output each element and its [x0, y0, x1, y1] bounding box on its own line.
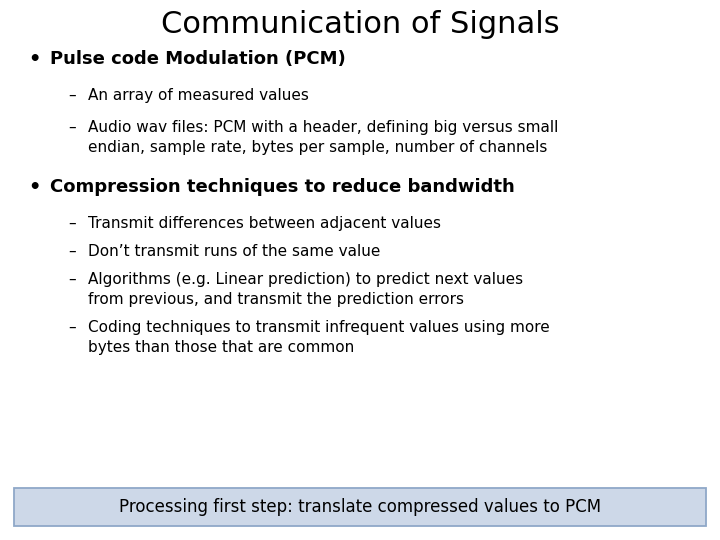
- Text: bytes than those that are common: bytes than those that are common: [88, 340, 354, 355]
- Text: Compression techniques to reduce bandwidth: Compression techniques to reduce bandwid…: [50, 178, 515, 196]
- Text: •: •: [28, 178, 40, 197]
- FancyBboxPatch shape: [14, 488, 706, 526]
- Text: –: –: [68, 216, 76, 231]
- Text: Audio wav files: PCM with a header, defining big versus small: Audio wav files: PCM with a header, defi…: [88, 120, 559, 135]
- Text: An array of measured values: An array of measured values: [88, 88, 309, 103]
- Text: from previous, and transmit the prediction errors: from previous, and transmit the predicti…: [88, 292, 464, 307]
- Text: –: –: [68, 120, 76, 135]
- Text: –: –: [68, 88, 76, 103]
- Text: •: •: [28, 50, 40, 69]
- Text: endian, sample rate, bytes per sample, number of channels: endian, sample rate, bytes per sample, n…: [88, 140, 547, 155]
- Text: Algorithms (e.g. Linear prediction) to predict next values: Algorithms (e.g. Linear prediction) to p…: [88, 272, 523, 287]
- Text: Don’t transmit runs of the same value: Don’t transmit runs of the same value: [88, 244, 380, 259]
- Text: Coding techniques to transmit infrequent values using more: Coding techniques to transmit infrequent…: [88, 320, 550, 335]
- Text: Transmit differences between adjacent values: Transmit differences between adjacent va…: [88, 216, 441, 231]
- Text: Pulse code Modulation (PCM): Pulse code Modulation (PCM): [50, 50, 346, 68]
- Text: Processing first step: translate compressed values to PCM: Processing first step: translate compres…: [119, 498, 601, 516]
- Text: –: –: [68, 244, 76, 259]
- Text: –: –: [68, 320, 76, 335]
- Text: –: –: [68, 272, 76, 287]
- Text: Communication of Signals: Communication of Signals: [161, 10, 559, 39]
